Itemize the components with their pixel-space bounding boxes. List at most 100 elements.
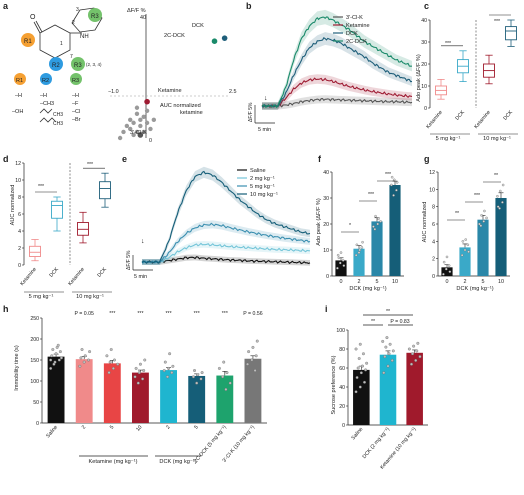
f-ylabel: Ado peak (ΔF/F %) xyxy=(316,198,322,246)
panel-c-label: c xyxy=(424,1,429,11)
bar-point xyxy=(395,181,399,184)
bar-point xyxy=(365,361,369,365)
a-scatter-point-highlight xyxy=(137,132,144,138)
r2-label: R2 xyxy=(52,63,60,69)
bar-point xyxy=(342,264,346,267)
box-y-tick-label: 8 xyxy=(18,195,21,201)
r2-sub-ch3: –CH3 xyxy=(40,101,54,107)
d-ylabel: AUC normalized xyxy=(10,185,16,226)
atom-num-3: 3 xyxy=(76,7,79,13)
box-body xyxy=(51,200,63,219)
bar-point xyxy=(416,341,420,345)
g-bar-plot: 0 2 4 6 8 10 12 0 2 5 10 xyxy=(429,170,510,285)
r3-lower-label: R3 xyxy=(74,63,82,69)
a-scatter-point xyxy=(138,117,143,123)
b-legend: 3'-Cl-K Ketamine DCK 2C-DCK xyxy=(333,15,370,45)
a-scatter-points xyxy=(117,35,228,141)
r3-sub-br: –Br xyxy=(72,117,81,123)
h-sig-label: *** xyxy=(109,311,115,317)
bar-y-tick-label: 0 xyxy=(36,421,39,427)
bar-point xyxy=(499,189,502,193)
bar-point xyxy=(461,240,465,243)
bar-point xyxy=(442,273,445,276)
r3-badge-lower xyxy=(71,57,85,71)
bar-point xyxy=(377,217,380,221)
box-body xyxy=(99,181,111,200)
bar-x-label: 10 xyxy=(498,279,504,285)
b-legend-2cdck: 2C-DCK xyxy=(346,39,367,45)
bar-x-label: 10 xyxy=(135,424,143,432)
b-line-plot xyxy=(261,9,413,110)
box-body xyxy=(505,26,517,41)
bar-point xyxy=(354,347,358,351)
bar-point xyxy=(496,195,499,198)
bar-rect xyxy=(103,363,121,423)
r1-table-label: R1 xyxy=(16,78,23,84)
bar-x-label: 5 xyxy=(109,424,116,430)
d-sig-10: *** xyxy=(87,162,93,168)
bar-rect xyxy=(441,267,453,276)
line-series xyxy=(141,242,311,264)
box-x-label: DCK xyxy=(502,109,514,122)
bar-y-tick-label: 0 xyxy=(326,274,329,280)
ring-phenyl xyxy=(71,7,103,33)
bar-point xyxy=(336,266,339,270)
box-y-tick-label: 6 xyxy=(18,212,21,218)
h-sig-label: P = 0.05 xyxy=(75,311,94,317)
e-legend-5: 5 mg kg⁻¹ xyxy=(250,184,275,190)
bar-x-label: 5 xyxy=(482,279,485,285)
b-injection-arrow-icon: ↓ xyxy=(264,95,268,102)
bar-point xyxy=(143,358,147,362)
i-ylabel: Sucrose preference (%) xyxy=(331,355,337,414)
box-y-tick-label: 40 xyxy=(421,18,427,24)
bar-y-tick-label: 80 xyxy=(339,347,345,353)
a-scatter-point-highlight xyxy=(144,98,150,105)
bar-point xyxy=(50,354,54,358)
panel-f-label: f xyxy=(318,154,322,164)
c-sig-10: *** xyxy=(494,19,500,25)
r3-table-badge xyxy=(70,73,82,85)
h-group-dck: DCK (mg kg⁻¹) xyxy=(159,459,196,465)
line-band xyxy=(262,74,412,110)
f-sig-3: *** xyxy=(385,172,391,178)
a-scatter-point xyxy=(128,117,133,123)
bar-point xyxy=(339,261,342,265)
bar-point xyxy=(356,366,360,370)
bar-x-label: 3'-Cl-K (10 mg kg⁻¹) xyxy=(222,424,257,464)
bar-y-tick-label: 8 xyxy=(432,205,435,211)
d-box-plot: 0 2 4 6 8 10 12 Ketamine DCK Ketamine DCK xyxy=(15,161,112,293)
f-sig-1: * xyxy=(349,223,351,229)
bar-point xyxy=(445,255,449,259)
bar-rect xyxy=(353,369,370,425)
f-sig-2: *** xyxy=(368,192,374,198)
bar-point xyxy=(108,360,112,364)
bar-point xyxy=(57,358,61,362)
r2-sub-ethyl xyxy=(39,108,53,114)
bar-point xyxy=(251,345,255,349)
bar-rect xyxy=(188,375,206,423)
bar-rect xyxy=(160,370,177,423)
bar-point xyxy=(253,369,257,372)
bar-point xyxy=(255,339,259,343)
e-line-plot xyxy=(141,166,311,266)
d-sig-5: *** xyxy=(38,184,44,190)
f-xlabel: DCK (mg kg⁻¹) xyxy=(349,286,386,292)
c-ylabel: Ado peak (ΔF/F %) xyxy=(416,54,422,102)
bar-point xyxy=(385,336,389,340)
bar-point xyxy=(246,362,249,366)
bar-y-tick-label: 60 xyxy=(339,366,345,372)
a-scatter-point xyxy=(151,117,157,123)
bar-rect xyxy=(371,221,383,276)
bar-point xyxy=(448,270,452,273)
h-ylabel: Immobility time (s) xyxy=(14,345,20,391)
panel-f: f 0 10 20 30 40 0 2 5 10 Ado peak (ΔF/F %) DCK (… xyxy=(316,154,404,292)
bar-point xyxy=(354,390,358,394)
bar-y-tick-label: 0 xyxy=(342,423,345,429)
bar-x-label: 2 xyxy=(358,279,361,285)
bar-point xyxy=(357,251,361,254)
bar-point xyxy=(199,377,203,381)
bar-point xyxy=(376,222,379,226)
bar-point xyxy=(60,356,63,360)
panel-a-scatter: ΔF/F % 40 0 −1.0 2.5 AUC normalized keta… xyxy=(108,8,237,144)
bar-x-label: Saline xyxy=(45,424,59,439)
